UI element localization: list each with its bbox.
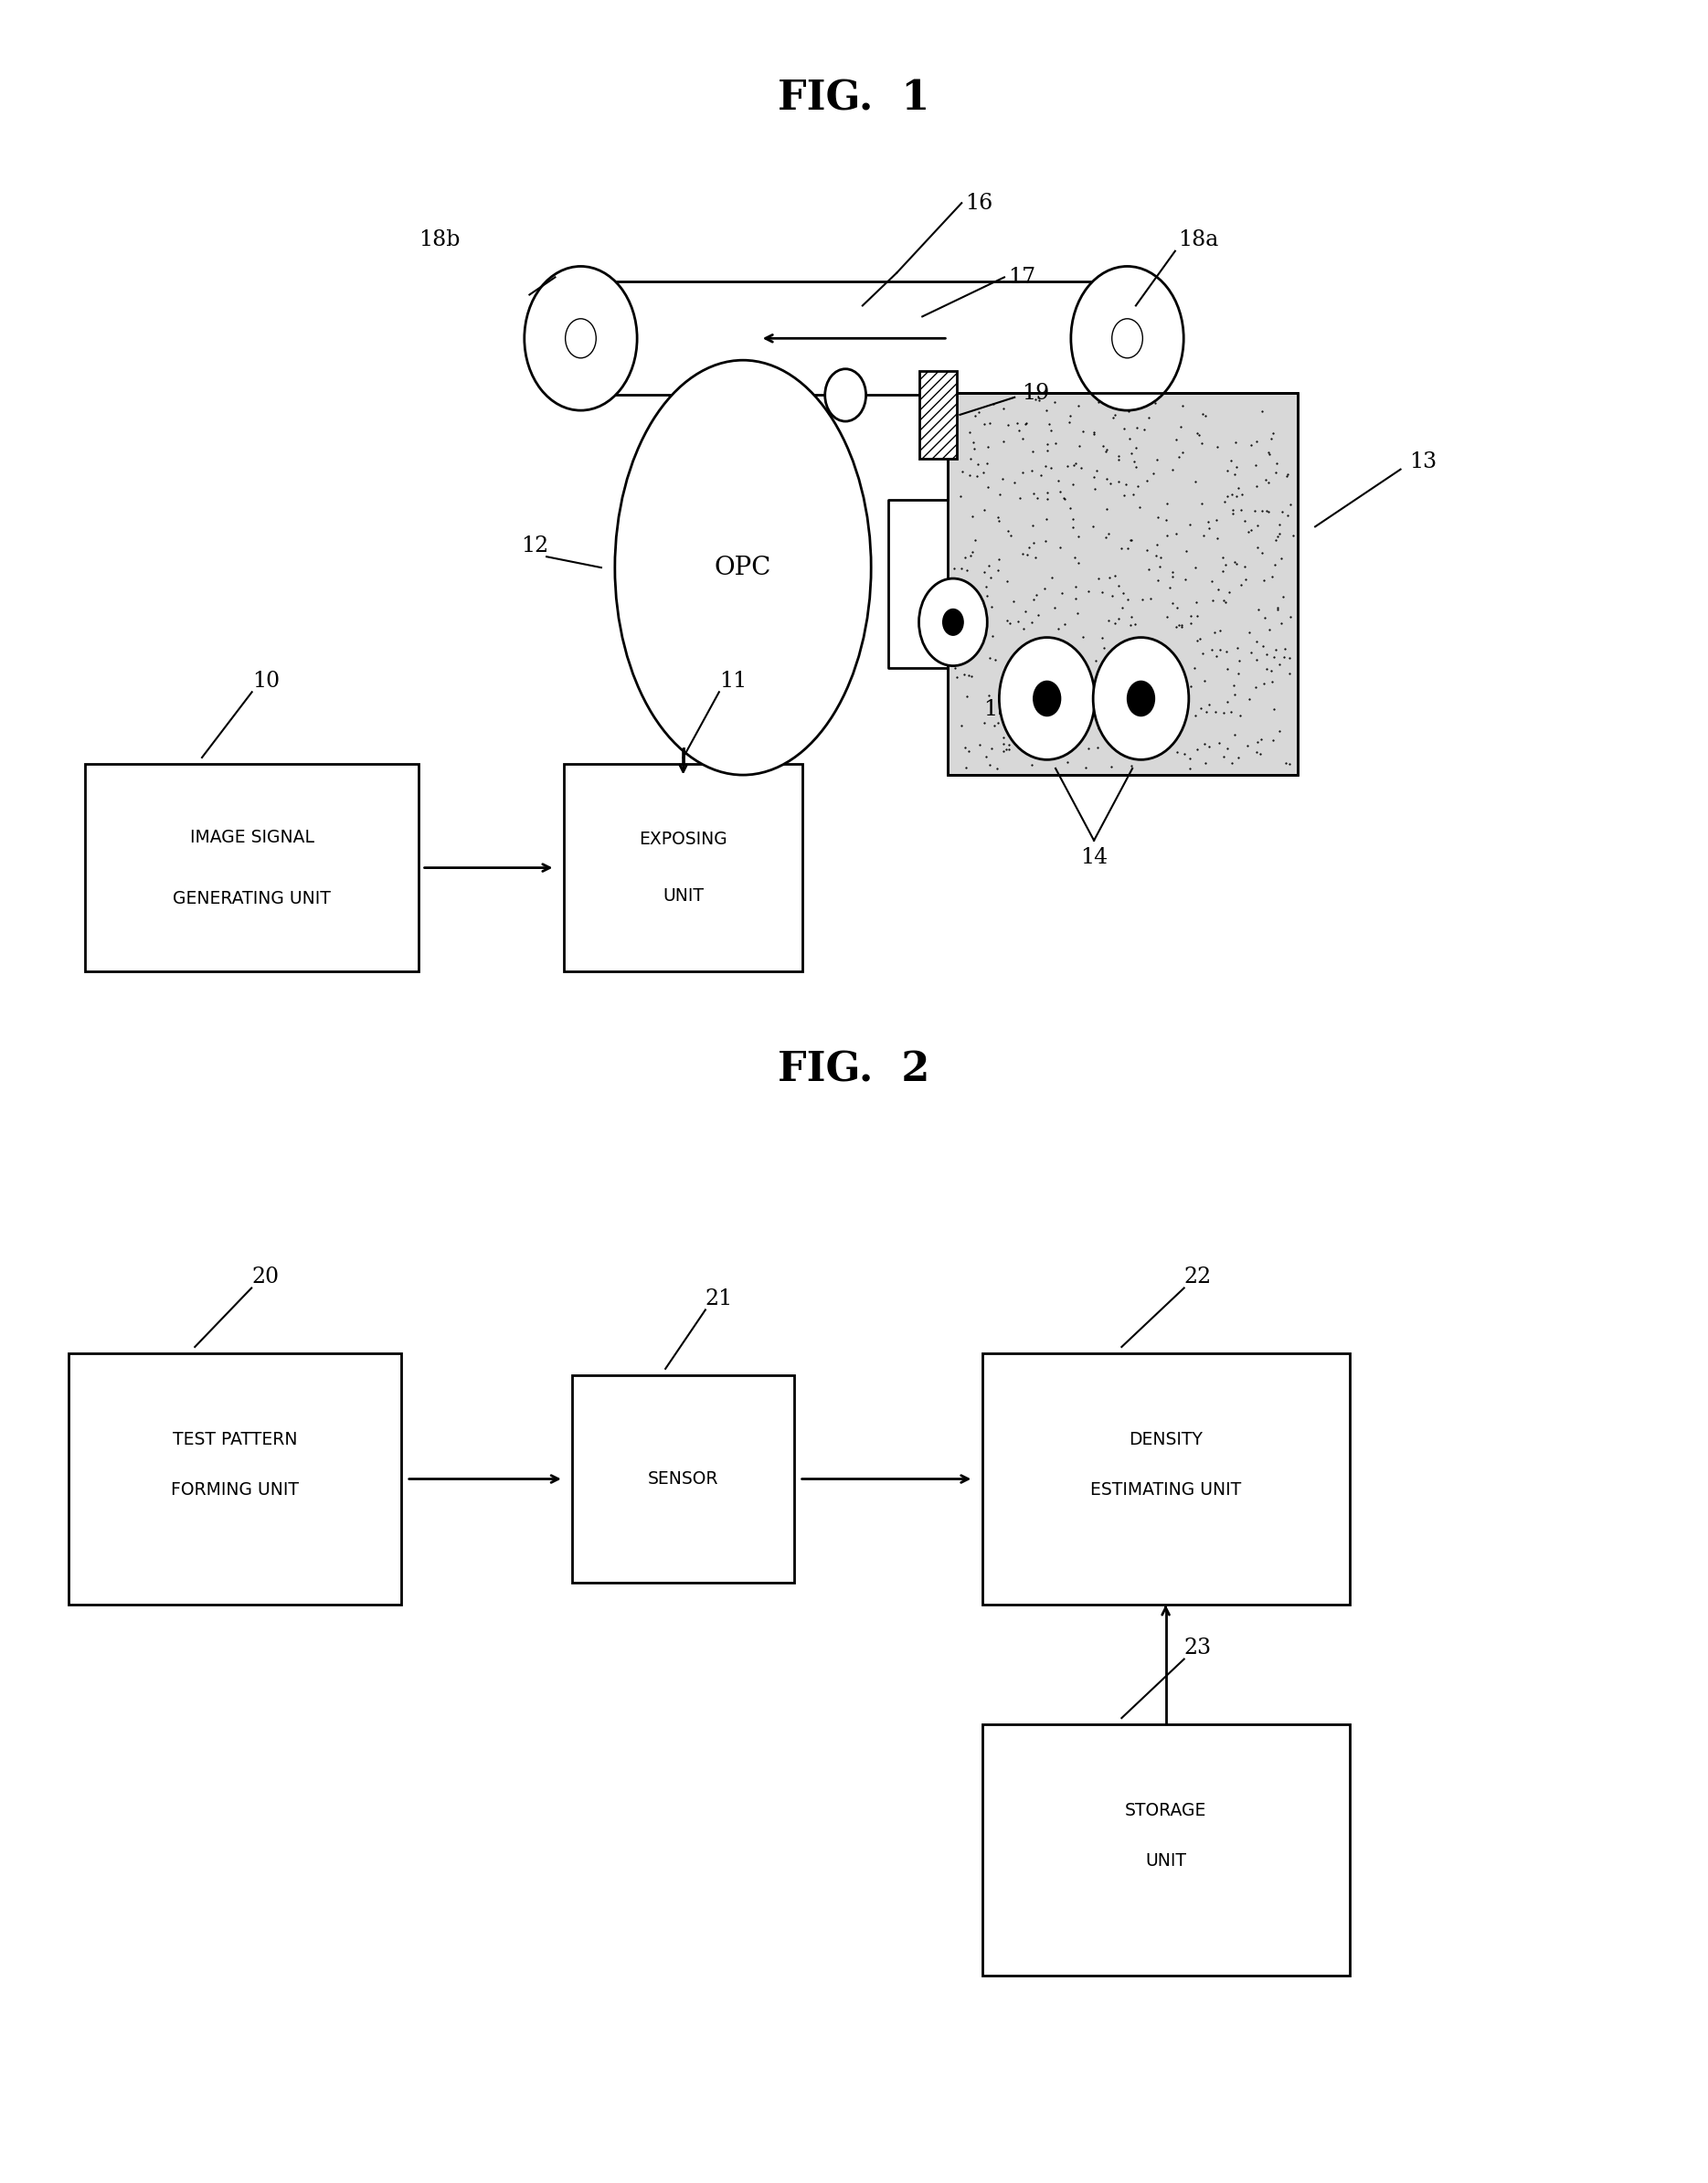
Bar — [85, 764, 418, 971]
Circle shape — [1127, 681, 1155, 716]
Bar — [572, 1375, 794, 1583]
Text: 15: 15 — [984, 699, 1011, 720]
Bar — [982, 1725, 1349, 1976]
Text: DENSITY: DENSITY — [1129, 1432, 1202, 1447]
Text: GENERATING UNIT: GENERATING UNIT — [173, 891, 331, 906]
Circle shape — [919, 578, 987, 666]
Text: FIG.  1: FIG. 1 — [779, 79, 929, 118]
Text: IMAGE SIGNAL: IMAGE SIGNAL — [190, 830, 314, 845]
Text: STORAGE: STORAGE — [1126, 1803, 1206, 1818]
Text: 10: 10 — [253, 670, 280, 692]
Text: 11: 11 — [719, 670, 746, 692]
Circle shape — [999, 637, 1095, 760]
Text: SENSOR: SENSOR — [647, 1471, 719, 1487]
Text: 21: 21 — [705, 1288, 733, 1310]
Circle shape — [1093, 637, 1189, 760]
Text: 18b: 18b — [418, 229, 459, 251]
Bar — [581, 282, 1127, 395]
Bar — [68, 1353, 401, 1605]
Circle shape — [1112, 319, 1143, 358]
Circle shape — [1033, 681, 1061, 716]
Circle shape — [1071, 266, 1184, 410]
Text: FIG.  2: FIG. 2 — [777, 1050, 931, 1089]
Circle shape — [943, 609, 963, 635]
Bar — [982, 1353, 1349, 1605]
Text: 19: 19 — [1021, 382, 1049, 404]
Circle shape — [524, 266, 637, 410]
Text: 23: 23 — [1184, 1637, 1211, 1659]
Text: 20: 20 — [251, 1266, 278, 1288]
Text: TEST PATTERN: TEST PATTERN — [173, 1432, 297, 1447]
Text: 17: 17 — [1008, 266, 1035, 288]
Text: 13: 13 — [1409, 452, 1436, 472]
Text: 14: 14 — [1079, 847, 1108, 869]
Bar — [919, 371, 956, 458]
Text: 12: 12 — [521, 535, 548, 557]
Bar — [948, 393, 1298, 775]
Text: UNIT: UNIT — [663, 888, 704, 904]
Text: 22: 22 — [1184, 1266, 1211, 1288]
Text: ESTIMATING UNIT: ESTIMATING UNIT — [1090, 1482, 1242, 1498]
Circle shape — [825, 369, 866, 421]
Text: EXPOSING: EXPOSING — [639, 832, 728, 847]
Text: 16: 16 — [965, 192, 992, 214]
Text: UNIT: UNIT — [1144, 1853, 1187, 1869]
Text: FORMING UNIT: FORMING UNIT — [171, 1482, 299, 1498]
Ellipse shape — [615, 360, 871, 775]
Text: 18a: 18a — [1179, 229, 1220, 251]
Circle shape — [565, 319, 596, 358]
Bar — [564, 764, 803, 971]
Text: OPC: OPC — [714, 554, 772, 581]
